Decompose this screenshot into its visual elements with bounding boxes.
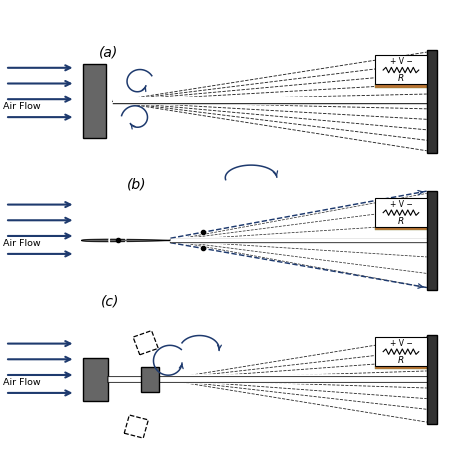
- Text: + V −: + V −: [390, 339, 412, 348]
- Bar: [375, 337, 427, 366]
- Text: + V −: + V −: [390, 58, 412, 66]
- Bar: [427, 191, 437, 290]
- Text: Air Flow: Air Flow: [3, 378, 40, 387]
- Text: (c): (c): [101, 294, 119, 308]
- Text: Air Flow: Air Flow: [3, 239, 40, 248]
- Text: R: R: [398, 355, 404, 365]
- Bar: [427, 335, 437, 424]
- Polygon shape: [82, 239, 171, 242]
- Bar: [375, 55, 427, 84]
- Text: R: R: [398, 74, 404, 83]
- Text: R: R: [398, 217, 404, 226]
- Bar: [375, 84, 427, 88]
- Bar: [141, 367, 159, 392]
- Bar: [427, 50, 437, 153]
- Bar: [375, 198, 427, 227]
- Bar: [83, 64, 106, 138]
- Text: Air Flow: Air Flow: [3, 102, 40, 111]
- Bar: [375, 366, 427, 369]
- Bar: [375, 227, 427, 230]
- Text: (b): (b): [127, 178, 146, 192]
- Bar: [83, 358, 108, 400]
- Text: (a): (a): [99, 45, 118, 59]
- Text: + V −: + V −: [390, 200, 412, 209]
